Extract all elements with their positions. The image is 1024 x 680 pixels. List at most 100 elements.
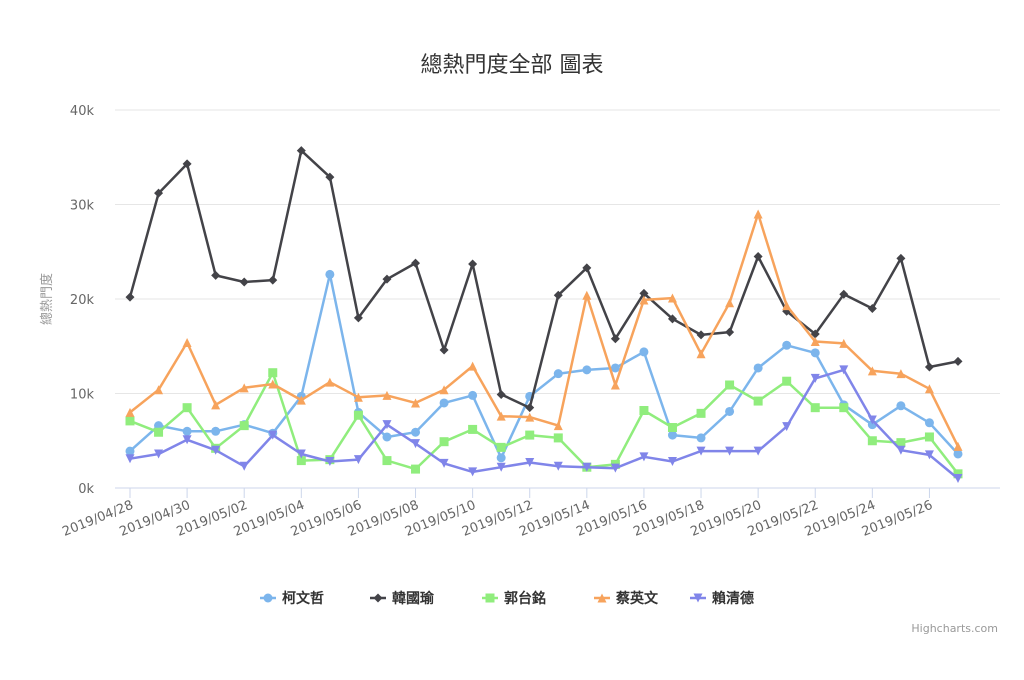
data-point[interactable] (610, 334, 620, 344)
series-line[interactable] (129, 273, 959, 460)
data-point[interactable] (696, 330, 706, 340)
data-point[interactable] (582, 290, 592, 300)
data-point[interactable] (953, 449, 963, 459)
data-point[interactable] (924, 432, 934, 442)
data-point[interactable] (725, 406, 735, 416)
data-point[interactable] (924, 384, 934, 394)
data-point[interactable] (867, 436, 877, 446)
data-point[interactable] (239, 277, 249, 287)
credits-link[interactable]: Highcharts.com (911, 622, 998, 635)
series-line[interactable] (128, 149, 959, 409)
data-point[interactable] (782, 422, 792, 432)
data-point[interactable] (696, 349, 706, 359)
data-point[interactable] (839, 365, 849, 375)
legend-marker[interactable] (485, 593, 495, 603)
data-point[interactable] (867, 366, 877, 376)
data-point[interactable] (296, 449, 306, 459)
data-point[interactable] (239, 461, 249, 471)
data-point[interactable] (125, 407, 135, 417)
data-point[interactable] (268, 430, 278, 440)
data-point[interactable] (753, 363, 763, 373)
data-point[interactable] (953, 441, 963, 451)
data-point[interactable] (667, 293, 677, 303)
data-point[interactable] (896, 253, 906, 263)
data-point[interactable] (553, 369, 563, 379)
data-point[interactable] (839, 289, 849, 299)
data-point[interactable] (239, 421, 249, 431)
data-point[interactable] (496, 389, 506, 399)
data-point[interactable] (525, 403, 535, 413)
data-point[interactable] (268, 368, 278, 378)
data-point[interactable] (782, 301, 792, 311)
legend-marker[interactable] (373, 593, 383, 603)
data-point[interactable] (353, 455, 363, 465)
data-point[interactable] (211, 426, 221, 436)
data-point[interactable] (382, 390, 392, 400)
data-point[interactable] (582, 365, 592, 375)
data-point[interactable] (468, 467, 478, 477)
data-point[interactable] (439, 345, 449, 355)
data-point[interactable] (639, 295, 649, 305)
data-point[interactable] (382, 456, 392, 466)
data-point[interactable] (639, 406, 649, 416)
data-point[interactable] (182, 403, 192, 413)
data-point[interactable] (125, 416, 135, 426)
data-point[interactable] (182, 435, 192, 445)
data-point[interactable] (296, 395, 306, 405)
data-point[interactable] (439, 398, 449, 408)
data-point[interactable] (439, 437, 449, 447)
data-point[interactable] (867, 303, 877, 313)
data-point[interactable] (496, 411, 506, 421)
data-point[interactable] (525, 457, 535, 467)
data-point[interactable] (325, 172, 335, 182)
data-point[interactable] (382, 432, 392, 442)
legend-marker[interactable] (597, 593, 607, 603)
data-point[interactable] (810, 348, 820, 358)
data-point[interactable] (154, 449, 164, 459)
data-point[interactable] (810, 403, 820, 413)
data-point[interactable] (439, 458, 449, 468)
data-point[interactable] (753, 251, 763, 261)
legend-item[interactable]: 賴清德 (690, 590, 754, 607)
data-point[interactable] (753, 396, 763, 406)
data-point[interactable] (696, 408, 706, 418)
data-point[interactable] (696, 446, 706, 456)
data-point[interactable] (525, 430, 535, 440)
data-point[interactable] (125, 446, 135, 456)
data-point[interactable] (753, 209, 763, 219)
data-point[interactable] (667, 314, 677, 324)
data-point[interactable] (125, 292, 135, 302)
data-point[interactable] (610, 380, 620, 390)
data-point[interactable] (553, 290, 563, 300)
series-line[interactable] (129, 371, 959, 475)
data-point[interactable] (439, 385, 449, 395)
data-point[interactable] (696, 433, 706, 443)
data-point[interactable] (182, 337, 192, 347)
data-point[interactable] (239, 383, 249, 393)
data-point[interactable] (125, 454, 135, 464)
data-point[interactable] (325, 269, 335, 279)
legend-item[interactable]: 蔡英文 (594, 590, 659, 607)
data-point[interactable] (296, 146, 306, 156)
data-point[interactable] (582, 263, 592, 273)
data-point[interactable] (468, 390, 478, 400)
data-point[interactable] (924, 418, 934, 428)
data-point[interactable] (525, 412, 535, 422)
data-point[interactable] (296, 456, 306, 466)
data-point[interactable] (924, 450, 934, 460)
data-point[interactable] (182, 159, 192, 169)
data-point[interactable] (353, 313, 363, 323)
data-point[interactable] (667, 457, 677, 467)
data-point[interactable] (725, 446, 735, 456)
data-point[interactable] (725, 327, 735, 337)
data-point[interactable] (154, 188, 164, 198)
data-point[interactable] (896, 369, 906, 379)
data-point[interactable] (810, 329, 820, 339)
data-point[interactable] (411, 439, 421, 449)
series-line[interactable] (129, 368, 959, 480)
data-point[interactable] (725, 298, 735, 308)
data-point[interactable] (553, 461, 563, 471)
data-point[interactable] (468, 361, 478, 371)
data-point[interactable] (639, 452, 649, 462)
data-point[interactable] (753, 446, 763, 456)
